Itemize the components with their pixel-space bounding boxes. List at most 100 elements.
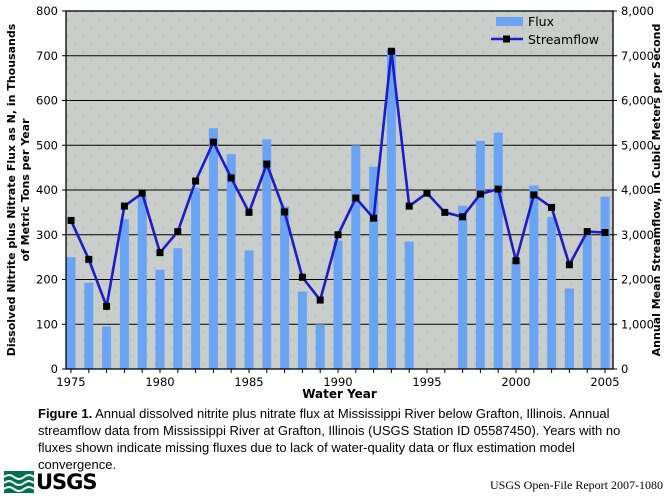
streamflow-marker-1992 bbox=[370, 214, 378, 222]
left-tick-label: 600 bbox=[36, 94, 58, 108]
x-tick-label: 1980 bbox=[145, 375, 174, 389]
flux-bar-1976 bbox=[84, 282, 94, 369]
flux-bar-1980 bbox=[155, 269, 165, 369]
legend-flux-swatch bbox=[496, 17, 523, 26]
left-axis-title-line1: Dissolved Nitrite plus Nitrate Flux as N… bbox=[5, 23, 18, 356]
usgs-logo: USGS bbox=[4, 470, 98, 494]
right-tick-label: 3,000 bbox=[621, 228, 654, 242]
left-tick-label: 700 bbox=[36, 49, 58, 63]
streamflow-marker-1993 bbox=[387, 47, 395, 55]
left-tick-label: 300 bbox=[36, 228, 58, 242]
left-tick-label: 400 bbox=[36, 183, 58, 197]
flux-bar-1992 bbox=[369, 166, 379, 369]
streamflow-marker-1975 bbox=[67, 216, 75, 224]
streamflow-marker-1989 bbox=[316, 296, 324, 304]
flux-bar-1978 bbox=[119, 219, 129, 369]
flux-bar-1989 bbox=[315, 324, 325, 369]
flux-bar-1982 bbox=[191, 187, 201, 369]
streamflow-marker-1986 bbox=[263, 160, 271, 168]
flux-bar-2003 bbox=[564, 288, 574, 369]
x-tick-label: 1995 bbox=[412, 375, 441, 389]
streamflow-marker-1979 bbox=[138, 189, 146, 197]
flux-bar-2000 bbox=[511, 259, 521, 369]
flux-bar-2004 bbox=[582, 234, 592, 369]
usgs-wave-icon bbox=[4, 471, 34, 493]
flux-bar-1990 bbox=[333, 240, 343, 369]
right-tick-label: 4,000 bbox=[621, 183, 654, 197]
streamflow-marker-2000 bbox=[512, 257, 520, 265]
figure-caption-text: Annual dissolved nitrite plus nitrate fl… bbox=[38, 406, 621, 472]
axis-ticks bbox=[62, 10, 617, 373]
streamflow-marker-1997 bbox=[459, 213, 467, 221]
x-tick-label: 2000 bbox=[501, 375, 530, 389]
streamflow-marker-1996 bbox=[441, 208, 449, 216]
flux-bar-2001 bbox=[529, 185, 539, 369]
flux-streamflow-chart: 0 100 200 300 400 500 600 700 800 0 1,000 2,000 3,00… bbox=[5, 4, 663, 401]
page-footer: USGS USGS Open-File Report 2007-1080 bbox=[0, 468, 669, 498]
flux-bars bbox=[66, 49, 610, 369]
flux-bar-1997 bbox=[458, 205, 468, 369]
flux-bar-1998 bbox=[475, 140, 485, 369]
right-tick-label: 5,000 bbox=[621, 138, 654, 152]
right-tick-label: 8,000 bbox=[621, 4, 654, 18]
x-tick-label: 1990 bbox=[323, 375, 352, 389]
streamflow-marker-1980 bbox=[156, 249, 164, 257]
streamflow-marker-2004 bbox=[583, 228, 591, 236]
streamflow-marker-1982 bbox=[192, 177, 200, 185]
flux-bar-1986 bbox=[262, 139, 272, 369]
streamflow-marker-1976 bbox=[85, 255, 93, 263]
report-number: USGS Open-File Report 2007-1080 bbox=[490, 478, 663, 492]
streamflow-marker-1983 bbox=[209, 138, 217, 146]
streamflow-marker-1978 bbox=[120, 202, 128, 210]
left-axis-title-line2: of Metric Tons per Year bbox=[19, 118, 32, 262]
left-tick-label: 0 bbox=[51, 362, 58, 376]
usgs-logo-text: USGS bbox=[36, 470, 98, 494]
streamflow-marker-1985 bbox=[245, 208, 253, 216]
figure-caption: Figure 1. Annual dissolved nitrite plus … bbox=[38, 406, 638, 474]
right-tick-label: 7,000 bbox=[621, 49, 654, 63]
flux-bar-1984 bbox=[226, 154, 236, 369]
streamflow-marker-2003 bbox=[565, 261, 573, 269]
streamflow-marker-1995 bbox=[423, 189, 431, 197]
legend-streamflow-marker bbox=[503, 35, 510, 43]
chart-svg: 0 100 200 300 400 500 600 700 800 0 1,000 2,000 3,00… bbox=[5, 4, 663, 401]
left-tick-label: 800 bbox=[36, 4, 58, 18]
x-tick-label: 1975 bbox=[56, 375, 85, 389]
flux-bar-1993 bbox=[386, 49, 396, 369]
flux-bar-1988 bbox=[297, 291, 307, 369]
flux-bar-1991 bbox=[351, 145, 361, 369]
streamflow-marker-1987 bbox=[281, 208, 289, 216]
right-tick-label: 2,000 bbox=[621, 273, 654, 287]
right-tick-label: 0 bbox=[621, 362, 628, 376]
legend-streamflow-label: Streamflow bbox=[528, 32, 599, 47]
streamflow-marker-1999 bbox=[494, 185, 502, 193]
legend: Flux Streamflow bbox=[491, 14, 599, 47]
streamflow-marker-1991 bbox=[352, 194, 360, 202]
streamflow-marker-2005 bbox=[601, 229, 609, 237]
flux-bar-1994 bbox=[404, 241, 414, 369]
streamflow-marker-1994 bbox=[405, 202, 413, 210]
flux-bar-1999 bbox=[493, 132, 503, 369]
streamflow-marker-1977 bbox=[103, 302, 111, 310]
left-tick-label: 200 bbox=[36, 273, 58, 287]
streamflow-marker-2001 bbox=[530, 191, 538, 199]
flux-bar-2005 bbox=[600, 196, 610, 369]
streamflow-marker-1984 bbox=[227, 174, 235, 182]
flux-bar-1985 bbox=[244, 250, 254, 369]
figure-caption-label: Figure 1. bbox=[38, 406, 93, 421]
x-tick-label: 1985 bbox=[234, 375, 263, 389]
x-axis-title: Water Year bbox=[302, 387, 377, 401]
right-axis-title: Annual Mean Streamflow, in Cubic Meters … bbox=[650, 24, 663, 357]
legend-flux-label: Flux bbox=[528, 14, 554, 29]
right-tick-label: 6,000 bbox=[621, 94, 654, 108]
streamflow-marker-1990 bbox=[334, 231, 342, 239]
flux-bar-1981 bbox=[173, 248, 183, 369]
flux-bar-2002 bbox=[547, 216, 557, 369]
flux-bar-1977 bbox=[102, 326, 112, 369]
streamflow-marker-1988 bbox=[298, 273, 306, 281]
streamflow-marker-1998 bbox=[476, 190, 484, 198]
left-tick-label: 500 bbox=[36, 138, 58, 152]
x-tick-label: 2005 bbox=[590, 375, 619, 389]
flux-bar-1983 bbox=[208, 128, 218, 369]
